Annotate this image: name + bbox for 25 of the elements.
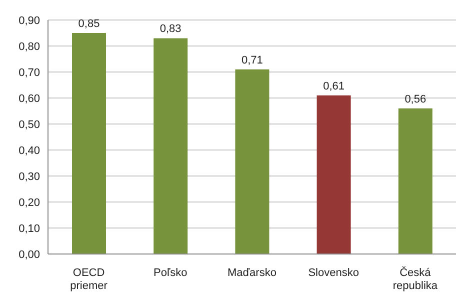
x-tick-label: Poľsko xyxy=(154,267,188,279)
y-tick-label: 0,50 xyxy=(18,118,40,131)
y-tick-label: 0,90 xyxy=(18,14,40,27)
bar xyxy=(72,33,106,254)
y-tick-label: 0,00 xyxy=(18,248,40,261)
x-tick-label: Slovensko xyxy=(308,267,359,279)
x-tick-label: OECD priemer xyxy=(70,267,108,292)
bar xyxy=(154,38,188,254)
bar xyxy=(235,69,270,254)
bar xyxy=(316,95,351,254)
y-tick-label: 0,20 xyxy=(18,196,40,209)
data-label: 0,83 xyxy=(160,23,182,36)
y-tick-label: 0,30 xyxy=(18,170,40,183)
data-label: 0,56 xyxy=(404,93,426,106)
y-tick-label: 0,60 xyxy=(18,92,40,105)
y-tick-label: 0,80 xyxy=(18,40,40,53)
y-tick-label: 0,40 xyxy=(18,144,40,157)
data-label: 0,61 xyxy=(323,80,345,92)
x-tick-label: Maďarsko xyxy=(228,267,276,279)
x-tick-label: Česká republika xyxy=(392,266,438,292)
data-label: 0,85 xyxy=(78,18,100,30)
y-tick-label: 0,70 xyxy=(18,66,40,79)
y-tick-label: 0,10 xyxy=(18,222,40,235)
data-label: 0,71 xyxy=(241,54,263,66)
bar xyxy=(398,108,432,254)
